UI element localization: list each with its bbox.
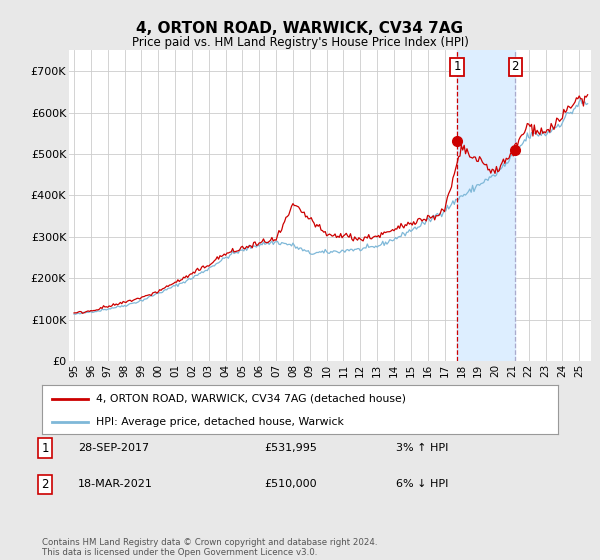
Text: Contains HM Land Registry data © Crown copyright and database right 2024.
This d: Contains HM Land Registry data © Crown c… <box>42 538 377 557</box>
Text: 3% ↑ HPI: 3% ↑ HPI <box>396 443 448 453</box>
Text: HPI: Average price, detached house, Warwick: HPI: Average price, detached house, Warw… <box>96 417 344 427</box>
Text: £510,000: £510,000 <box>264 479 317 489</box>
Bar <box>457 50 515 361</box>
Text: 28-SEP-2017: 28-SEP-2017 <box>78 443 149 453</box>
Text: £531,995: £531,995 <box>264 443 317 453</box>
Text: 2: 2 <box>511 60 519 73</box>
Text: 4, ORTON ROAD, WARWICK, CV34 7AG (detached house): 4, ORTON ROAD, WARWICK, CV34 7AG (detach… <box>96 394 406 404</box>
Text: 1: 1 <box>41 441 49 455</box>
Text: 1: 1 <box>454 60 461 73</box>
Text: Price paid vs. HM Land Registry's House Price Index (HPI): Price paid vs. HM Land Registry's House … <box>131 36 469 49</box>
Text: 6% ↓ HPI: 6% ↓ HPI <box>396 479 448 489</box>
Text: 2: 2 <box>41 478 49 491</box>
Text: 4, ORTON ROAD, WARWICK, CV34 7AG: 4, ORTON ROAD, WARWICK, CV34 7AG <box>137 21 464 36</box>
Text: 18-MAR-2021: 18-MAR-2021 <box>78 479 153 489</box>
